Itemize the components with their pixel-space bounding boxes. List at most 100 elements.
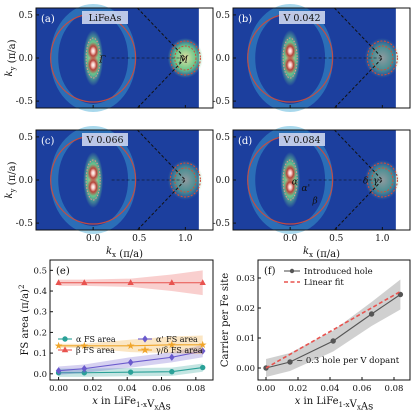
y-tick-label: -0.5 bbox=[16, 97, 34, 107]
panel-letter: (a) bbox=[41, 14, 55, 25]
bz-boundary bbox=[334, 7, 384, 109]
y-tick-label: 0.0 bbox=[19, 176, 34, 186]
legend-item: Linear fit bbox=[284, 278, 344, 288]
data-point bbox=[330, 338, 336, 344]
data-point bbox=[199, 347, 206, 355]
data-point bbox=[126, 341, 135, 350]
band-label: γ bbox=[373, 176, 379, 186]
y-tick-label: 0.5 bbox=[19, 11, 34, 21]
panel-tag: V 0.042 bbox=[282, 13, 320, 24]
y-tick-label: 0.5 bbox=[19, 133, 34, 143]
y-tick-label: 0.02 bbox=[236, 304, 255, 314]
arpes-xlabel: kx (π/a) bbox=[303, 246, 340, 260]
plot-xlabel: x in LiFe1-xVxAs bbox=[295, 396, 374, 413]
y-tick-label: 0.5 bbox=[33, 266, 47, 276]
alpha-fs-contour bbox=[282, 37, 298, 79]
legend-marker bbox=[289, 268, 295, 274]
error-band bbox=[266, 279, 401, 377]
panel-letter: (e) bbox=[56, 266, 70, 277]
gamma-pocket-lower bbox=[284, 178, 297, 196]
data-point bbox=[169, 353, 175, 361]
data-point bbox=[81, 279, 88, 285]
x-tick-label: 0.0 bbox=[283, 234, 298, 244]
panel-letter: (b) bbox=[238, 14, 252, 25]
x-tick-label: 0.5 bbox=[132, 234, 147, 244]
gamma-pocket-upper bbox=[87, 42, 100, 60]
legend-label: α' FS area bbox=[156, 335, 198, 344]
legend-marker bbox=[140, 345, 150, 354]
data-point bbox=[167, 340, 176, 349]
panel-tag-box bbox=[279, 133, 325, 146]
y-tick-label: -0.5 bbox=[213, 97, 231, 107]
inner-m-contour bbox=[174, 167, 197, 193]
x-tick-label: 0.5 bbox=[329, 234, 344, 244]
data-point bbox=[80, 341, 89, 350]
x-tick-label: 0.0 bbox=[86, 234, 101, 244]
data-point bbox=[55, 279, 62, 285]
inner-m-contour bbox=[371, 45, 394, 71]
x-tick-label: 0.02 bbox=[83, 384, 102, 394]
panel-tag: V 0.084 bbox=[282, 135, 320, 146]
legend-marker bbox=[62, 336, 68, 342]
plot-xlabel: x in LiFe1-xVxAs bbox=[92, 396, 171, 413]
data-point bbox=[81, 365, 88, 373]
inner-m-contour bbox=[174, 45, 197, 71]
legend-label: γ/δ FS area bbox=[156, 346, 203, 355]
plot-annotation: ~ 0.3 hole per V dopant bbox=[296, 356, 400, 366]
legend-label: Introduced hole bbox=[304, 267, 373, 277]
gamma-pocket-upper bbox=[87, 164, 100, 182]
gamma-pocket-upper bbox=[284, 164, 297, 182]
x-tick-label: 1.0 bbox=[178, 234, 193, 244]
plot-frame bbox=[257, 259, 411, 381]
panel-tag: LiFeAs bbox=[89, 13, 122, 24]
gamma-delta-fs-contour bbox=[366, 40, 398, 76]
x-tick-label: 0.06 bbox=[152, 384, 171, 394]
arpes-panel-0: (a) LiFeAs Γ M 0.5 0.0 -0.5 ky (π/a) bbox=[4, 4, 214, 112]
gamma-pocket-lower bbox=[87, 56, 100, 74]
data-point bbox=[55, 367, 62, 375]
data-point bbox=[198, 340, 207, 349]
panel-letter: (f) bbox=[264, 266, 276, 277]
m-glow bbox=[167, 38, 204, 78]
plot-ylabel: FS area (π/a)2 bbox=[17, 284, 31, 355]
bz-boundary bbox=[137, 7, 187, 109]
panel-tag-box bbox=[82, 11, 128, 24]
x-tick-label: 0.00 bbox=[257, 384, 276, 394]
arpes-panel-3: (d) V 0.084 α α'β δ γ 0.0 0.5 1.0 0.5 0.0 -0.5 kx (π… bbox=[213, 126, 411, 260]
y-tick-label: 0.00 bbox=[236, 364, 255, 374]
legend-label: Linear fit bbox=[304, 278, 344, 288]
alpha-fs-contour bbox=[85, 159, 101, 201]
y-tick-label: 0.01 bbox=[236, 334, 255, 344]
legend-marker bbox=[142, 335, 148, 343]
y-tick-label: 0.0 bbox=[216, 54, 231, 64]
series--fs-area bbox=[55, 270, 206, 296]
panel-letter: (d) bbox=[238, 136, 252, 147]
gamma-delta-fs-contour bbox=[366, 162, 398, 198]
legend-label: α FS area bbox=[76, 335, 116, 344]
legend-item: α' FS area bbox=[138, 335, 198, 344]
y-tick-label: 0.4 bbox=[33, 287, 47, 297]
gamma-pocket-lower bbox=[284, 56, 297, 74]
band-label: α bbox=[292, 177, 298, 187]
data-point bbox=[127, 369, 134, 375]
x-tick-label: 0.08 bbox=[385, 384, 404, 394]
gamma-pocket-upper bbox=[284, 42, 297, 60]
y-tick-label: 0.03 bbox=[236, 274, 255, 284]
y-tick-label: 0.5 bbox=[216, 133, 231, 143]
band-label: M bbox=[178, 55, 189, 65]
y-tick-label: 0.0 bbox=[216, 176, 231, 186]
x-tick-label: 0.08 bbox=[186, 384, 205, 394]
gamma-pocket-lower bbox=[87, 178, 100, 196]
series--fs-area bbox=[55, 363, 206, 377]
m-glow bbox=[364, 160, 401, 200]
arpes-xlabel: kx (π/a) bbox=[106, 246, 143, 260]
x-tick-label: 0.04 bbox=[118, 384, 137, 394]
legend-item: β FS area bbox=[58, 346, 115, 355]
legend-label: β FS area bbox=[76, 346, 115, 355]
arpes-blank bbox=[395, 8, 410, 108]
data-point bbox=[168, 279, 175, 285]
data-point bbox=[54, 341, 63, 350]
m-glow bbox=[167, 160, 204, 200]
